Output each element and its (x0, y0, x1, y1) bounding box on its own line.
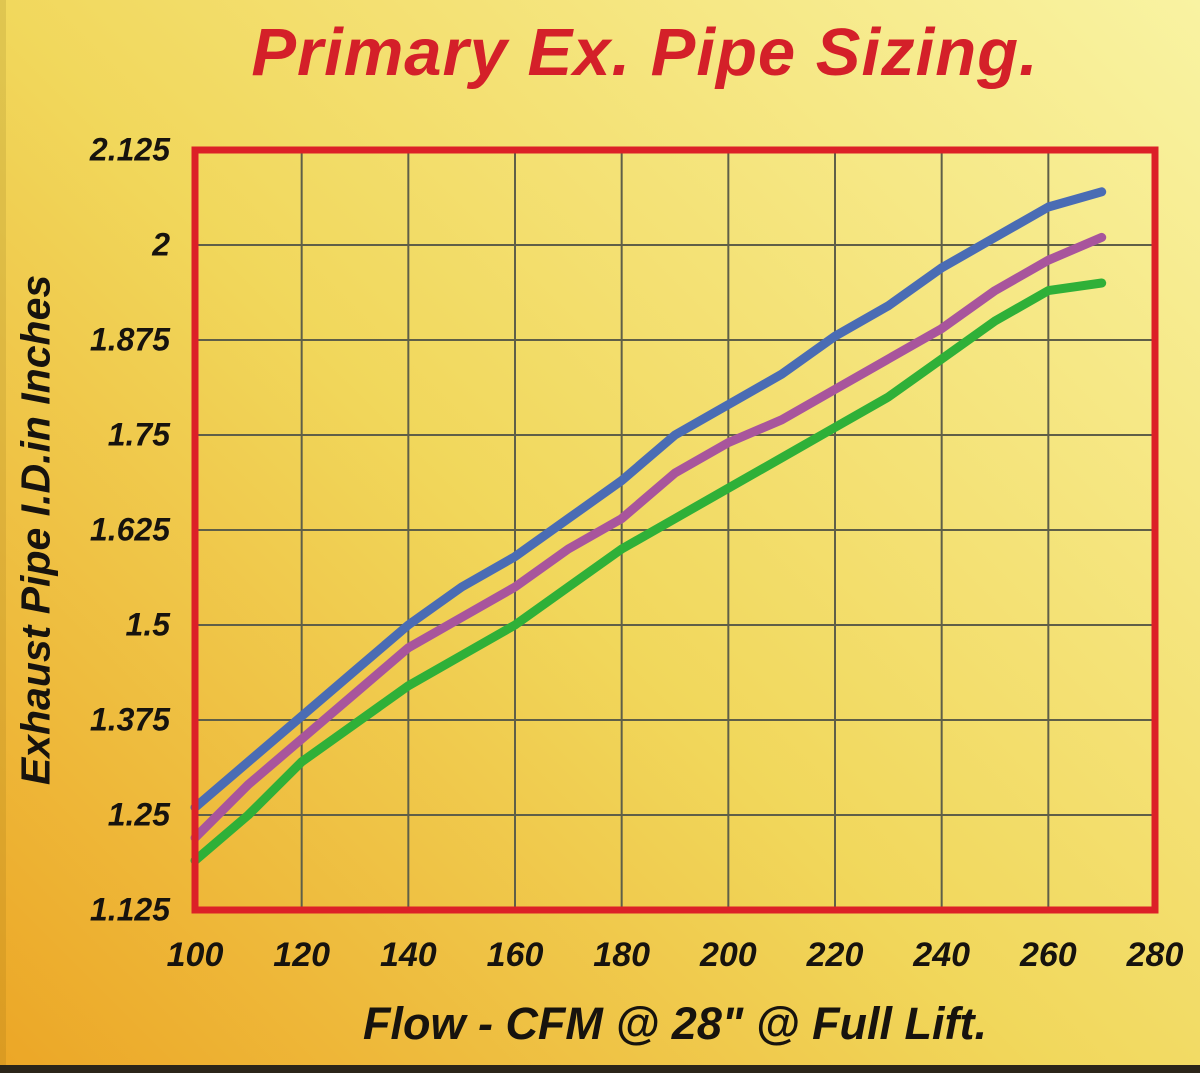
x-tick-label: 160 (486, 936, 544, 974)
y-tick-label: 1.125 (89, 891, 170, 928)
x-tick-label: 200 (699, 936, 757, 974)
plot-border (191, 146, 1159, 914)
y-tick-label: 1.875 (89, 321, 170, 358)
x-tick-label: 100 (166, 936, 224, 974)
y-tick-label: 1.375 (89, 701, 170, 738)
y-tick-label: 1.75 (107, 416, 170, 453)
x-tick-label: 140 (379, 936, 437, 974)
y-tick-label: 2 (152, 226, 170, 263)
series-line-blue (190, 187, 1107, 812)
y-tick-label: 1.625 (89, 511, 170, 548)
chart-title: Primary Ex. Pipe Sizing. (251, 15, 1039, 90)
x-tick-label: 260 (1019, 936, 1077, 974)
series-line-green (190, 278, 1107, 866)
bottom-edge-strip (0, 1065, 1200, 1073)
x-axis-title: Flow - CFM @ 28" @ Full Lift. (362, 998, 988, 1049)
x-tick-label: 240 (913, 936, 971, 974)
x-tick-label: 280 (1126, 936, 1184, 974)
x-tick-label: 220 (806, 936, 864, 974)
left-edge-shade (0, 0, 6, 1073)
y-tick-label: 1.25 (107, 796, 170, 833)
x-tick-label: 120 (273, 936, 331, 974)
y-tick-label: 1.5 (125, 606, 170, 643)
series-line-purple (190, 232, 1107, 843)
x-tick-label: 180 (593, 936, 651, 974)
y-tick-label: 2.125 (89, 131, 170, 168)
